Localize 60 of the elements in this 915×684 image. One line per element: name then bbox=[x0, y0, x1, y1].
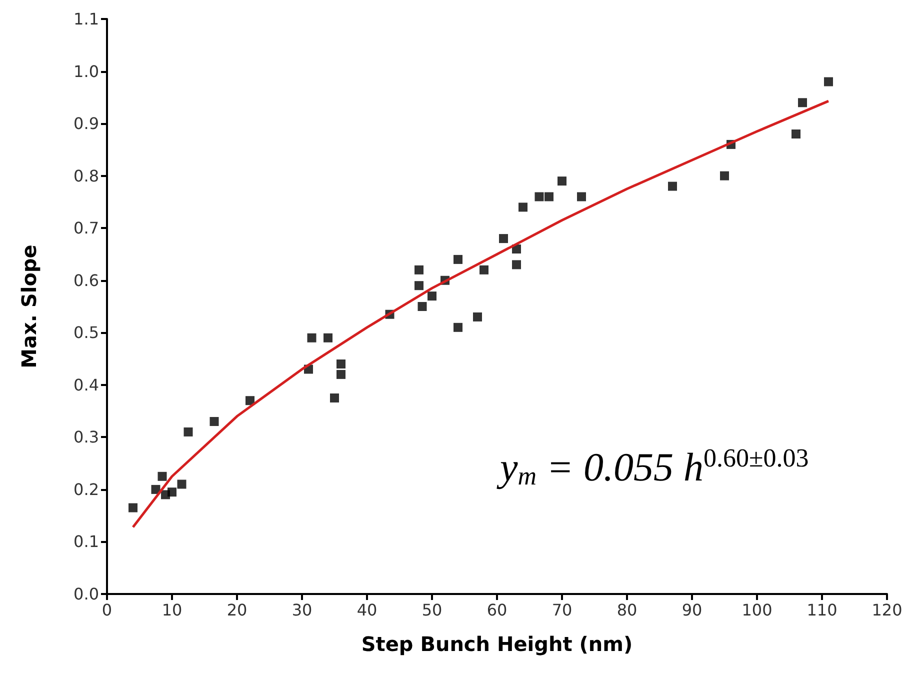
y-tick-label: 0.3 bbox=[74, 428, 99, 447]
point bbox=[428, 292, 436, 301]
x-tick-label: 120 bbox=[872, 600, 902, 620]
point bbox=[177, 480, 186, 489]
y-axis-title: Max. Slope bbox=[17, 244, 41, 368]
point bbox=[454, 254, 462, 264]
x-tick-label: 80 bbox=[616, 600, 638, 620]
y-tick-label: 1.0 bbox=[74, 62, 99, 81]
y-tick-label: 0.1 bbox=[74, 532, 99, 552]
point bbox=[330, 393, 339, 402]
point bbox=[668, 182, 677, 191]
point bbox=[512, 260, 521, 270]
x-tick-label: 20 bbox=[226, 600, 248, 620]
point bbox=[128, 503, 138, 512]
point bbox=[558, 176, 566, 186]
point bbox=[336, 370, 346, 379]
point bbox=[307, 333, 316, 342]
y-tick-label: 0.8 bbox=[74, 166, 99, 186]
x-axis-title: Step Bunch Height (nm) bbox=[361, 632, 633, 656]
point bbox=[324, 333, 332, 342]
x-tick-label: 90 bbox=[682, 600, 702, 620]
point bbox=[792, 130, 800, 138]
point bbox=[534, 192, 544, 202]
x-tick-label: 10 bbox=[162, 600, 182, 620]
point bbox=[720, 171, 729, 180]
y-tick-label: 0.9 bbox=[74, 114, 99, 134]
x-tick-label: 60 bbox=[486, 600, 508, 620]
y-tick-label: 0.2 bbox=[74, 480, 99, 499]
y-tick-label: 0.5 bbox=[74, 323, 99, 342]
point bbox=[518, 202, 528, 212]
point bbox=[158, 472, 167, 481]
x-tick-label: 70 bbox=[552, 600, 572, 620]
point bbox=[414, 281, 424, 290]
y-tick-label: 1.1 bbox=[74, 10, 99, 28]
y-tick-label: 0.0 bbox=[74, 584, 99, 604]
point bbox=[544, 192, 554, 202]
point bbox=[418, 302, 427, 311]
point bbox=[577, 192, 586, 202]
y-tick-label: 0.4 bbox=[74, 375, 99, 394]
point bbox=[336, 360, 346, 368]
point bbox=[473, 312, 482, 322]
x-tick-label: 0 bbox=[102, 600, 112, 620]
x-tick-label: 110 bbox=[806, 600, 838, 620]
x-tick-label: 100 bbox=[742, 600, 772, 620]
x-tick-label: 50 bbox=[422, 600, 442, 620]
point bbox=[414, 265, 424, 274]
x-tick-label: 40 bbox=[356, 600, 378, 620]
y-tick-label: 0.6 bbox=[74, 270, 99, 290]
point bbox=[480, 265, 488, 274]
x-tick-label: 30 bbox=[292, 600, 312, 620]
point bbox=[168, 488, 176, 497]
y-tick-label: 0.7 bbox=[74, 218, 99, 238]
point bbox=[454, 322, 462, 332]
point bbox=[210, 417, 219, 426]
point bbox=[824, 77, 833, 86]
point bbox=[246, 396, 254, 406]
point bbox=[499, 234, 508, 244]
point bbox=[184, 427, 193, 436]
line-series bbox=[132, 100, 830, 528]
point bbox=[798, 98, 807, 108]
